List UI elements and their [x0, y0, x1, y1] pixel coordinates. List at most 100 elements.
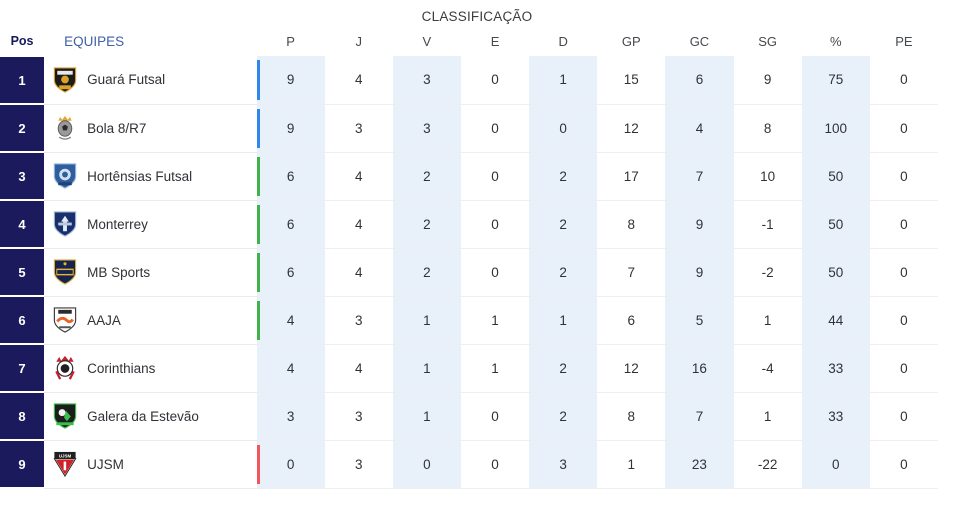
cell-pct: 75	[801, 56, 870, 105]
cell-e: 0	[460, 104, 530, 153]
status-indicator-bar	[256, 108, 260, 148]
table-row[interactable]: 2 Bola 8/R7 9 3 3 0 0 12 4 8 100 0	[0, 103, 938, 153]
column-header-v: V	[392, 34, 461, 56]
cell-pct: 100	[801, 104, 870, 153]
cell-j: 4	[324, 56, 393, 105]
cell-pct: 33	[801, 344, 870, 393]
cell-d: 2	[529, 392, 598, 441]
team-name: Bola 8/R7	[87, 120, 147, 136]
table-row[interactable]: 1 Guará Futsal 9 4 3 0 1 15 6 9 75 0	[0, 55, 938, 105]
team-cell[interactable]: AAJA	[44, 296, 257, 345]
table-row[interactable]: 3 Hortênsias Futsal 6 4 2 0 2 17 7 10 50 0	[0, 151, 938, 201]
table-header-row: Pos EQUIPES P J V E D GP GC SG % PE	[0, 34, 938, 56]
table-row[interactable]: 4 Monterrey 6 4 2 0 2 8 9 -1 50 0	[0, 199, 938, 249]
table-row[interactable]: 8 Galera da Estevão 3 3 1 0 2 8 7 1 33 0	[0, 391, 938, 441]
column-header-p: P	[256, 34, 325, 56]
shield-crest-green-black-icon	[52, 402, 78, 430]
cell-p: 4	[256, 296, 325, 345]
cell-p: 9	[256, 56, 325, 105]
cell-pct: 33	[801, 392, 870, 441]
cell-p: 6	[256, 152, 325, 201]
cell-gp: 6	[597, 296, 666, 345]
team-cell[interactable]: UJSM UJSM	[44, 440, 257, 489]
column-header-pos: Pos	[0, 34, 45, 56]
cell-d: 0	[529, 104, 598, 153]
standings-body: 1 Guará Futsal 9 4 3 0 1 15 6 9 75 0 2 Bola 8/R7 9 3 3…	[0, 55, 938, 489]
cell-e: 0	[460, 200, 530, 249]
cell-j: 4	[324, 344, 393, 393]
status-indicator-bar	[257, 397, 260, 436]
status-indicator-bar	[256, 444, 260, 484]
cell-v: 1	[392, 344, 461, 393]
cell-gc: 16	[665, 344, 734, 393]
cell-e: 1	[460, 344, 530, 393]
team-cell[interactable]: Hortênsias Futsal	[44, 152, 257, 201]
cell-pe: 0	[869, 200, 938, 249]
team-cell[interactable]: Bola 8/R7	[44, 104, 257, 153]
cell-j: 3	[324, 392, 393, 441]
cell-sg: 8	[733, 104, 802, 153]
cell-d: 2	[529, 200, 598, 249]
crowned-ball-crest-icon	[52, 114, 78, 142]
position-badge: 2	[0, 103, 45, 153]
cell-pe: 0	[869, 152, 938, 201]
team-cell[interactable]: Galera da Estevão	[44, 392, 257, 441]
cell-j: 3	[324, 296, 393, 345]
cell-pct: 50	[801, 152, 870, 201]
column-header-team: EQUIPES	[44, 34, 257, 56]
cell-gp: 8	[597, 200, 666, 249]
cell-gc: 4	[665, 104, 734, 153]
cell-sg: 10	[733, 152, 802, 201]
table-row[interactable]: 5 MB Sports 6 4 2 0 2 7 9 -2 50 0	[0, 247, 938, 297]
shield-crest-navy-gold-icon	[52, 258, 78, 286]
cell-gc: 7	[665, 392, 734, 441]
shield-crest-blue-icon	[52, 162, 78, 190]
shield-crest-white-orange-icon	[52, 306, 78, 334]
team-name: UJSM	[87, 456, 124, 472]
cell-p: 0	[256, 440, 325, 489]
table-row[interactable]: 7 Corinthians 4 4 1 1 2 12 16 -4 33 0	[0, 343, 938, 393]
cell-e: 0	[460, 440, 530, 489]
team-cell[interactable]: Monterrey	[44, 200, 257, 249]
cell-v: 2	[392, 200, 461, 249]
cell-e: 0	[460, 392, 530, 441]
page-title: CLASSIFICAÇÃO	[0, 0, 954, 34]
column-header-d: D	[529, 34, 598, 56]
team-cell[interactable]: Corinthians	[44, 344, 257, 393]
team-cell[interactable]: Guará Futsal	[44, 56, 257, 105]
cell-d: 2	[529, 248, 598, 297]
position-badge: 5	[0, 247, 45, 297]
cell-pct: 44	[801, 296, 870, 345]
team-cell[interactable]: MB Sports	[44, 248, 257, 297]
position-badge: 7	[0, 343, 45, 393]
shield-crest-black-gold-icon	[52, 66, 78, 94]
cell-v: 2	[392, 152, 461, 201]
cell-pct: 50	[801, 248, 870, 297]
cell-p: 4	[256, 344, 325, 393]
cell-e: 1	[460, 296, 530, 345]
cell-j: 4	[324, 248, 393, 297]
team-name: Hortênsias Futsal	[87, 168, 193, 184]
column-header-j: J	[324, 34, 393, 56]
cell-gp: 12	[597, 104, 666, 153]
cell-gc: 5	[665, 296, 734, 345]
cell-d: 1	[529, 56, 598, 105]
svg-text:UJSM: UJSM	[59, 454, 72, 459]
cell-gc: 9	[665, 248, 734, 297]
status-indicator-bar	[256, 300, 260, 340]
cell-sg: 1	[733, 296, 802, 345]
team-name: Monterrey	[87, 216, 148, 232]
cell-gc: 7	[665, 152, 734, 201]
cell-d: 1	[529, 296, 598, 345]
table-row[interactable]: 9 UJSM UJSM 0 3 0 0 3 1 23 -22 0 0	[0, 439, 938, 489]
cell-pe: 0	[869, 104, 938, 153]
team-name: MB Sports	[87, 264, 151, 280]
cell-v: 3	[392, 104, 461, 153]
cell-gp: 1	[597, 440, 666, 489]
cell-j: 3	[324, 104, 393, 153]
table-row[interactable]: 6 AAJA 4 3 1 1 1 6 5 1 44 0	[0, 295, 938, 345]
cell-sg: -2	[733, 248, 802, 297]
cell-e: 0	[460, 248, 530, 297]
position-badge: 6	[0, 295, 45, 345]
status-indicator-bar	[257, 349, 260, 388]
